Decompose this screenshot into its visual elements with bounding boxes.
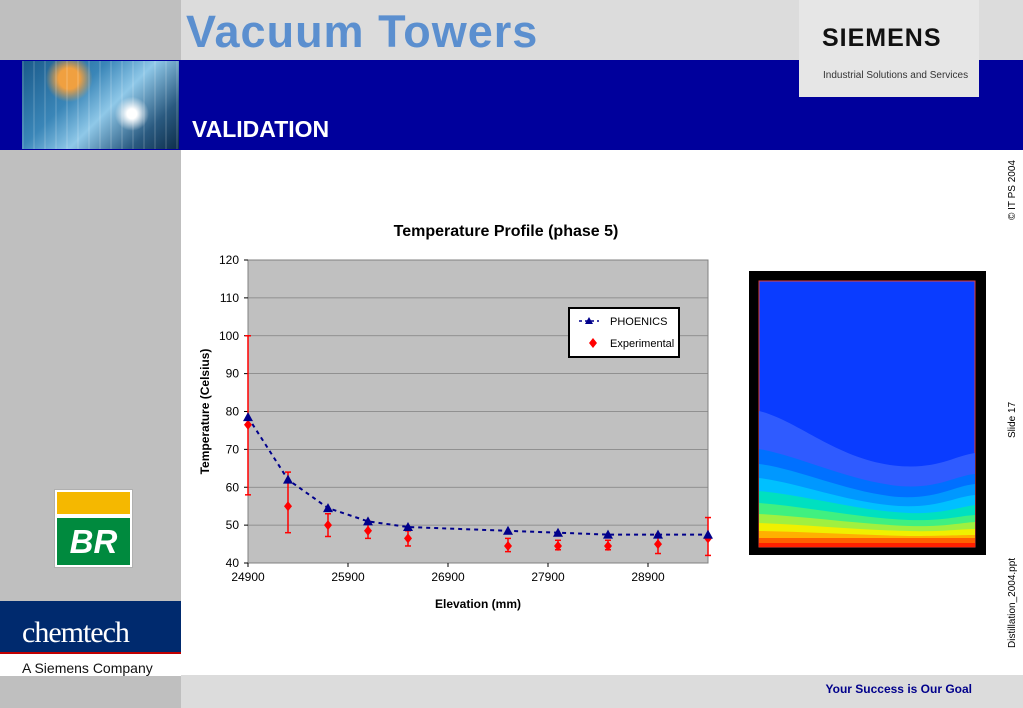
phoenics-point (403, 522, 413, 532)
phoenics-point (603, 529, 613, 539)
header-image (22, 61, 179, 149)
y-tick-label: 60 (226, 480, 240, 494)
footer-slogan: Your Success is Our Goal (825, 682, 973, 696)
y-tick-label: 110 (220, 291, 239, 305)
footer-bar (181, 675, 1023, 708)
experimental-point (324, 520, 332, 531)
x-tick-label: 28900 (631, 570, 665, 584)
chemtech-logo-box (0, 601, 181, 654)
phoenics-point (283, 474, 293, 484)
legend-experimental-label: Experimental (610, 338, 674, 350)
slide-number: Slide 17 (1007, 401, 1018, 438)
experimental-point (654, 539, 662, 550)
logo-text: BR (57, 518, 130, 565)
y-tick-label: 80 (226, 405, 240, 419)
y-tick-label: 70 (226, 442, 240, 456)
temperature-chart: 40 50 60 70 80 90 100 110 120 24900 25900 26900 2790… (198, 253, 713, 611)
legend-phoenics-marker (585, 317, 593, 324)
phoenics-line (247, 416, 708, 536)
phoenics-point (703, 529, 713, 539)
experimental-point (404, 533, 412, 544)
chart-title: Temperature Profile (phase 5) (393, 223, 619, 240)
x-tick-label: 24900 (231, 570, 265, 584)
phoenics-point (653, 529, 663, 539)
x-tick-label: 27900 (531, 570, 565, 584)
siemens-subtitle: Industrial Solutions and Services (823, 70, 969, 81)
y-tick-label: 50 (226, 518, 240, 532)
file-name: Distillation_2004.ppt (1007, 557, 1018, 648)
y-tick-label: 120 (219, 253, 239, 267)
y-tick-label: 90 (226, 367, 240, 381)
copyright-label: © IT PS 2004 (1007, 160, 1018, 220)
contour-band-11 (759, 543, 975, 547)
siemens-logo-box (799, 0, 979, 97)
siemens-logo: SIEMENS (822, 24, 942, 52)
y-tick-label: 100 (219, 329, 239, 343)
experimental-point (364, 525, 372, 536)
page-title: Vacuum Towers (186, 6, 539, 57)
x-tick-label: 25900 (331, 570, 365, 584)
legend-phoenics-label: PHOENICS (610, 316, 667, 328)
experimental-point (504, 540, 512, 551)
contour-plot (758, 280, 976, 548)
section-title: VALIDATION (192, 116, 330, 142)
x-tick-label: 26900 (431, 570, 465, 584)
experimental-point (604, 540, 612, 551)
temperature-contour-image (749, 271, 986, 555)
experimental-point (244, 419, 252, 430)
y-tick-label: 40 (226, 556, 240, 570)
legend-experimental-marker (589, 338, 597, 348)
chemtech-tagline-box (0, 654, 181, 676)
chemtech-divider (0, 652, 181, 654)
phoenics-point (553, 527, 563, 537)
phoenics-point (323, 503, 333, 513)
x-axis-label: Elevation (mm) (435, 597, 521, 611)
chemtech-tagline: A Siemens Company (22, 660, 153, 676)
experimental-point (554, 540, 562, 551)
experimental-point (284, 501, 292, 512)
phoenics-point (363, 516, 373, 526)
chemtech-logo: chemtech (22, 616, 130, 649)
petrobras-logo: BR (54, 489, 133, 568)
y-axis-label: Temperature (Celsius) (198, 349, 212, 475)
phoenics-point (243, 412, 253, 422)
phoenics-point (503, 525, 513, 535)
logo-yellow-bar (57, 492, 130, 514)
legend (568, 307, 680, 358)
